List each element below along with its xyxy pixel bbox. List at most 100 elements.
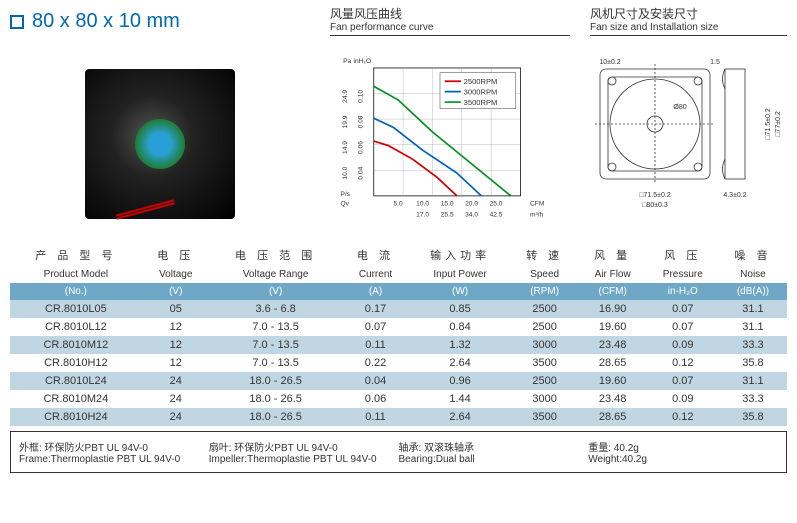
table-cell: 2500 bbox=[511, 372, 579, 390]
dims-label-en: Fan size and Installation size bbox=[590, 22, 787, 33]
table-cell: 0.07 bbox=[647, 300, 719, 318]
table-header-unit: (dB(A)) bbox=[719, 283, 787, 300]
table-row: CR.8010H242418.0 - 26.50.112.64350028.65… bbox=[10, 408, 787, 426]
table-cell: 16.90 bbox=[579, 300, 647, 318]
table-header-unit: (A) bbox=[342, 283, 410, 300]
title-text: 80 x 80 x 10 mm bbox=[32, 10, 180, 32]
table-cell: 0.07 bbox=[647, 372, 719, 390]
dims-section-label: 风机尺寸及安装尺寸 Fan size and Installation size bbox=[590, 5, 787, 36]
table-cell: 0.22 bbox=[342, 354, 410, 372]
product-dimensions-title: 80 x 80 x 10 mm bbox=[10, 5, 310, 38]
table-cell: 3000 bbox=[511, 390, 579, 408]
table-cell: 18.0 - 26.5 bbox=[210, 408, 342, 426]
svg-text:34.0: 34.0 bbox=[465, 212, 478, 219]
table-header-en: Voltage bbox=[142, 266, 210, 283]
table-cell: 33.3 bbox=[719, 390, 787, 408]
weight-en: Weight:40.2g bbox=[588, 454, 778, 465]
dim-angle: □77±0.2 bbox=[775, 111, 782, 137]
table-cell: 2500 bbox=[511, 318, 579, 336]
table-row: CR.8010M12127.0 - 13.50.111.32300023.480… bbox=[10, 336, 787, 354]
footer-weight: 重量: 40.2g Weight:40.2g bbox=[588, 437, 778, 467]
svg-text:17.0: 17.0 bbox=[416, 212, 429, 219]
table-cell: 0.07 bbox=[342, 318, 410, 336]
table-cell: 12 bbox=[142, 354, 210, 372]
svg-text:19.9: 19.9 bbox=[342, 115, 349, 128]
table-cell: 12 bbox=[142, 336, 210, 354]
svg-text:0.08: 0.08 bbox=[357, 115, 364, 128]
table-cell: 7.0 - 13.5 bbox=[210, 354, 342, 372]
table-cell: 7.0 - 13.5 bbox=[210, 318, 342, 336]
table-header-en: Product Model bbox=[10, 266, 142, 283]
frame-en: Frame:Thermoplastie PBT UL 94V-0 bbox=[19, 454, 209, 465]
table-cell: 3500 bbox=[511, 408, 579, 426]
table-cell: 0.12 bbox=[647, 408, 719, 426]
fan-product-photo bbox=[85, 69, 235, 219]
material-footer: 外框: 环保防火PBT UL 94V-0 Frame:Thermoplastie… bbox=[10, 431, 787, 473]
table-cell: 23.48 bbox=[579, 390, 647, 408]
curve-label-en: Fan performance curve bbox=[330, 22, 570, 33]
table-header-unit: (RPM) bbox=[511, 283, 579, 300]
table-header-en: Voltage Range bbox=[210, 266, 342, 283]
dim-hole-pitch2: □71.5±0.2 bbox=[765, 108, 772, 140]
table-cell: 2.64 bbox=[410, 354, 511, 372]
svg-text:3500RPM: 3500RPM bbox=[464, 98, 498, 107]
table-cell: 1.32 bbox=[410, 336, 511, 354]
weight-cn: 重量: 40.2g bbox=[588, 439, 778, 454]
table-header-unit: (V) bbox=[210, 283, 342, 300]
svg-text:Qv: Qv bbox=[341, 200, 350, 207]
table-cell: 0.06 bbox=[342, 390, 410, 408]
table-header-en: Input Power bbox=[410, 266, 511, 283]
table-cell: 35.8 bbox=[719, 408, 787, 426]
bearing-cn: 轴承: 双滚珠轴承 bbox=[399, 439, 589, 454]
svg-text:10.0: 10.0 bbox=[342, 166, 349, 179]
table-header-unit: (W) bbox=[410, 283, 511, 300]
table-cell: 31.1 bbox=[719, 372, 787, 390]
table-cell: 12 bbox=[142, 318, 210, 336]
svg-text:20.0: 20.0 bbox=[465, 200, 478, 207]
svg-text:14.9: 14.9 bbox=[342, 141, 349, 154]
svg-text:2500RPM: 2500RPM bbox=[464, 77, 498, 86]
table-cell: 0.96 bbox=[410, 372, 511, 390]
table-cell: 2500 bbox=[511, 300, 579, 318]
table-header-cn: 噪 音 bbox=[719, 244, 787, 266]
table-header-en: Current bbox=[342, 266, 410, 283]
table-header-en: Air Flow bbox=[579, 266, 647, 283]
table-cell: 0.11 bbox=[342, 336, 410, 354]
table-cell: 0.07 bbox=[647, 318, 719, 336]
table-cell: CR.8010M24 bbox=[10, 390, 142, 408]
table-cell: 35.8 bbox=[719, 354, 787, 372]
table-cell: 3000 bbox=[511, 336, 579, 354]
table-header-unit: (CFM) bbox=[579, 283, 647, 300]
table-cell: 24 bbox=[142, 408, 210, 426]
dims-label-cn: 风机尺寸及安装尺寸 bbox=[590, 5, 787, 22]
table-header-en: Noise bbox=[719, 266, 787, 283]
table-cell: 05 bbox=[142, 300, 210, 318]
table-cell: 23.48 bbox=[579, 336, 647, 354]
table-header-cn: 转 速 bbox=[511, 244, 579, 266]
table-cell: 19.60 bbox=[579, 372, 647, 390]
table-cell: 24 bbox=[142, 390, 210, 408]
svg-text:m³/h: m³/h bbox=[530, 212, 544, 219]
svg-text:CFM: CFM bbox=[530, 200, 544, 207]
dim-hole-dia: 4.3±0.2 bbox=[723, 192, 746, 199]
svg-text:P/s: P/s bbox=[341, 191, 351, 198]
table-row: CR.8010M242418.0 - 26.50.061.44300023.48… bbox=[10, 390, 787, 408]
footer-bearing: 轴承: 双滚珠轴承 Bearing:Dual ball bbox=[399, 437, 589, 467]
table-cell: 28.65 bbox=[579, 354, 647, 372]
svg-text:inH₂O: inH₂O bbox=[353, 58, 371, 65]
bearing-en: Bearing:Dual ball bbox=[399, 454, 589, 465]
title-square-icon bbox=[10, 15, 24, 29]
svg-text:25.0: 25.0 bbox=[490, 200, 503, 207]
svg-text:24.9: 24.9 bbox=[342, 90, 349, 103]
table-row: CR.8010L05053.6 - 6.80.170.85250016.900.… bbox=[10, 300, 787, 318]
svg-text:0.10: 0.10 bbox=[357, 90, 364, 103]
footer-frame: 外框: 环保防火PBT UL 94V-0 Frame:Thermoplastie… bbox=[19, 437, 209, 467]
svg-text:0.06: 0.06 bbox=[357, 141, 364, 154]
table-cell: CR.8010H12 bbox=[10, 354, 142, 372]
svg-text:10.0: 10.0 bbox=[416, 200, 429, 207]
table-cell: CR.8010H24 bbox=[10, 408, 142, 426]
footer-impeller: 扇叶: 环保防火PBT UL 94V-0 Impeller:Thermoplas… bbox=[209, 437, 399, 467]
table-header-en: Speed bbox=[511, 266, 579, 283]
dim-depth: 10±0.2 bbox=[599, 59, 620, 66]
table-row: CR.8010H12127.0 - 13.50.222.64350028.650… bbox=[10, 354, 787, 372]
